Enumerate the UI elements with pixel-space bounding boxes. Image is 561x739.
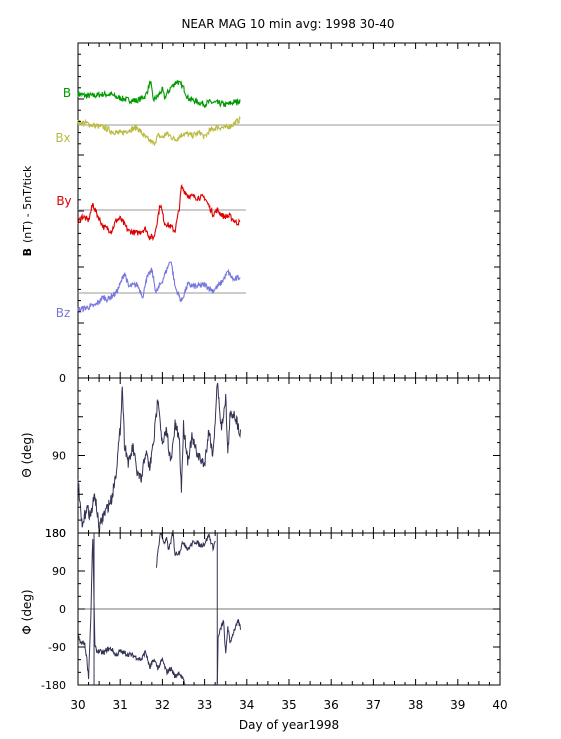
theta-line xyxy=(77,382,241,533)
theta-panel-frame xyxy=(77,377,501,534)
svg-text:B(nT) - 5nT/tick: B (nT) - 5nT/tick xyxy=(21,165,34,256)
x-tick-label: 39 xyxy=(450,698,465,712)
series-b-line xyxy=(77,80,241,108)
theta-ytick-label: 90 xyxy=(52,450,66,463)
phi-ytick-label: 90 xyxy=(52,565,66,578)
phi-ytick-label: -90 xyxy=(48,641,66,654)
phi-ytick-label: 0 xyxy=(59,603,66,616)
series-by-label: By xyxy=(56,194,71,208)
series-by-line xyxy=(77,183,241,242)
series-bz-label: Bz xyxy=(56,306,71,320)
theta-panel-content xyxy=(77,382,241,533)
x-tick-label: 37 xyxy=(366,698,381,712)
phi-panel-content xyxy=(77,531,500,686)
field-panel-content: B Bx By Bz xyxy=(55,80,500,320)
x-tick-label: 33 xyxy=(197,698,212,712)
x-tick-label: 31 xyxy=(113,698,128,712)
phi-line-segment xyxy=(216,619,241,686)
phi-ytick-label: 180 xyxy=(45,527,66,540)
phi-ytick-label: -180 xyxy=(41,679,66,692)
x-tick-label: 35 xyxy=(281,698,296,712)
field-ylabel: B (nT) - 5nT/tick xyxy=(21,165,34,256)
theta-ytick-label: 0 xyxy=(59,372,66,385)
field-ylabel-bold: B xyxy=(21,248,34,256)
x-tick-label: 38 xyxy=(408,698,423,712)
phi-ylabel: Φ (deg) xyxy=(20,589,34,634)
theta-ytick-label: 180 xyxy=(45,527,66,540)
series-b-label: B xyxy=(63,86,71,100)
x-tick-label: 32 xyxy=(155,698,170,712)
x-tick-labels: 30 31 32 33 34 35 36 37 38 39 40 xyxy=(70,698,507,712)
series-bx-line xyxy=(77,116,241,146)
x-axis-label: Day of year1998 xyxy=(239,718,339,732)
series-bx-label: Bx xyxy=(55,131,70,145)
phi-line-segment xyxy=(155,531,216,568)
phi-line-segment xyxy=(77,538,186,686)
theta-ylabel: Θ (deg) xyxy=(20,432,34,477)
x-tick-label: 34 xyxy=(239,698,254,712)
x-tick-label: 30 xyxy=(70,698,85,712)
field-ylabel-units: (nT) - 5nT/tick xyxy=(21,165,34,243)
x-tick-label: 36 xyxy=(324,698,339,712)
x-tick-label: 40 xyxy=(492,698,507,712)
series-bz-line xyxy=(77,261,241,313)
chart-title: NEAR MAG 10 min avg: 1998 30-40 xyxy=(181,17,394,31)
